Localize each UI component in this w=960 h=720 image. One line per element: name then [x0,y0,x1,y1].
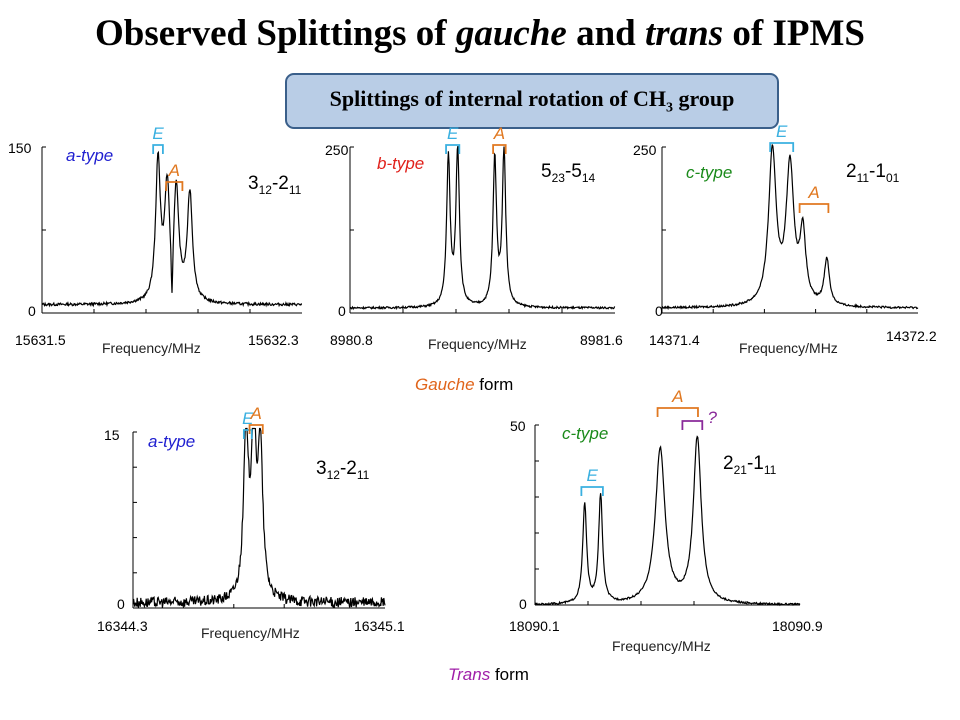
x-max-tick-label: 15632.3 [248,332,299,348]
transition-label: 211-101 [846,161,900,185]
y-max-tick-label: 15 [104,427,120,443]
x-axis-title: Frequency/MHz [102,340,201,356]
splitting-label-E: E [586,466,598,485]
splitting-bracket-A [248,424,264,434]
splitting-bracket-E [769,142,795,152]
transition-label: 523-514 [541,161,596,185]
transition-label: 312-211 [316,458,370,482]
spectrum-line [41,150,302,308]
splitting-label-E: E [152,124,164,143]
band-type-label: a-type [148,432,196,451]
y-max-tick-label: 250 [325,142,349,158]
band-type-label: c-type [562,424,609,443]
splitting-label-E: E [447,124,459,143]
x-axis-title: Frequency/MHz [201,625,300,641]
splitting-label-A: A [807,183,819,202]
x-min-tick-label: 15631.5 [15,332,66,348]
y-max-tick-label: 250 [633,142,657,158]
splitting-bracket-unknown [681,420,704,430]
y-min-tick-label: 0 [117,596,125,612]
x-min-tick-label: 18090.1 [509,618,560,634]
x-axis-title: Frequency/MHz [428,336,527,352]
page-title: Observed Splittings of gauche and trans … [95,13,865,54]
splitting-label-E: E [242,409,254,428]
y-max-tick-label: 150 [8,140,32,156]
splitting-label-E: E [776,122,788,141]
splitting-label-A: A [249,404,261,423]
splitting-bracket-E [152,144,164,154]
splitting-label-unknown: ? [708,408,718,427]
subtitle: Splittings of internal rotation of CH3 g… [329,86,735,116]
splitting-bracket-A [492,144,507,154]
transition-label: 221-111 [723,453,777,477]
x-min-tick-label: 14371.4 [649,332,700,348]
y-min-tick-label: 0 [519,596,527,612]
x-max-tick-label: 14372.2 [886,328,937,344]
band-type-label: a-type [66,146,114,165]
spectrum-line [661,144,919,311]
splitting-label-A: A [168,161,180,180]
splitting-bracket-E [580,486,604,496]
x-axis-title: Frequency/MHz [739,340,838,356]
spectrum-line [349,145,616,311]
y-min-tick-label: 0 [655,303,663,319]
splitting-bracket-E [445,144,461,154]
splitting-bracket-A [656,407,699,417]
splitting-bracket-E [242,429,253,439]
x-max-tick-label: 16345.1 [354,618,405,634]
spectrum-line [534,435,801,607]
x-max-tick-label: 18090.9 [772,618,823,634]
splitting-label-A: A [671,387,683,406]
trans-form-label: Trans form [448,665,529,684]
splitting-bracket-A [798,203,830,213]
x-min-tick-label: 8980.8 [330,332,373,348]
band-type-label: b-type [377,154,425,173]
x-axis-title: Frequency/MHz [612,638,711,654]
gauche-form-label: Gauche form [415,375,514,394]
y-min-tick-label: 0 [28,303,36,319]
splitting-label-A: A [493,124,505,143]
subtitle-box [285,73,779,129]
band-type-label: c-type [686,163,733,182]
x-max-tick-label: 8981.6 [580,332,623,348]
spectrum-line [132,427,386,609]
y-max-tick-label: 50 [510,418,526,434]
transition-label: 312-211 [248,173,302,197]
y-min-tick-label: 0 [338,303,346,319]
x-min-tick-label: 16344.3 [97,618,148,634]
splitting-bracket-A [165,181,184,191]
